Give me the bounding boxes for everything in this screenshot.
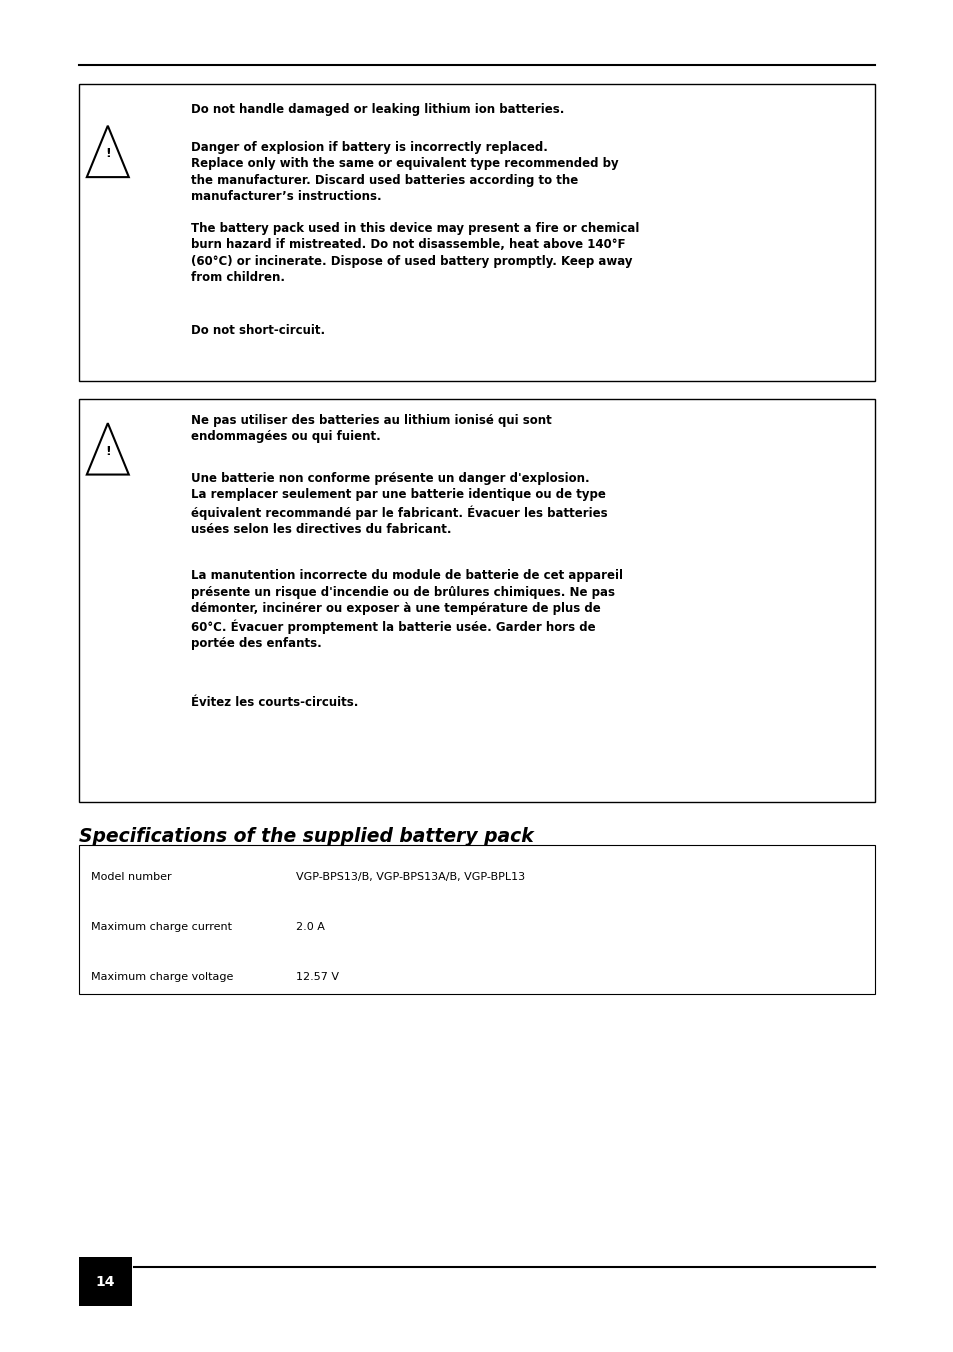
Text: VGP-BPS13/B, VGP-BPS13A/B, VGP-BPL13: VGP-BPS13/B, VGP-BPS13A/B, VGP-BPL13: [295, 872, 524, 882]
Text: 12.57 V: 12.57 V: [295, 972, 338, 982]
Text: La manutention incorrecte du module de batterie de cet appareil
présente un risq: La manutention incorrecte du module de b…: [191, 569, 622, 650]
Text: 14: 14: [95, 1275, 115, 1288]
Text: Maximum charge current: Maximum charge current: [91, 922, 232, 932]
Text: !: !: [105, 147, 111, 161]
Text: Maximum charge voltage: Maximum charge voltage: [91, 972, 233, 982]
Text: Une batterie non conforme présente un danger d'explosion.
La remplacer seulement: Une batterie non conforme présente un da…: [191, 472, 607, 537]
Text: Évitez les courts-circuits.: Évitez les courts-circuits.: [191, 696, 357, 710]
Text: Danger of explosion if battery is incorrectly replaced.
Replace only with the sa: Danger of explosion if battery is incorr…: [191, 141, 618, 203]
Text: Specifications of the supplied battery pack: Specifications of the supplied battery p…: [79, 827, 534, 846]
Text: The battery pack used in this device may present a fire or chemical
burn hazard : The battery pack used in this device may…: [191, 222, 639, 284]
Text: Do not short-circuit.: Do not short-circuit.: [191, 324, 325, 338]
Text: Model number: Model number: [91, 872, 172, 882]
Text: 2.0 A: 2.0 A: [295, 922, 324, 932]
Text: !: !: [105, 445, 111, 458]
Text: Do not handle damaged or leaking lithium ion batteries.: Do not handle damaged or leaking lithium…: [191, 103, 563, 116]
Text: Ne pas utiliser des batteries au lithium ionisé qui sont
endommagées ou qui fuie: Ne pas utiliser des batteries au lithium…: [191, 414, 551, 443]
